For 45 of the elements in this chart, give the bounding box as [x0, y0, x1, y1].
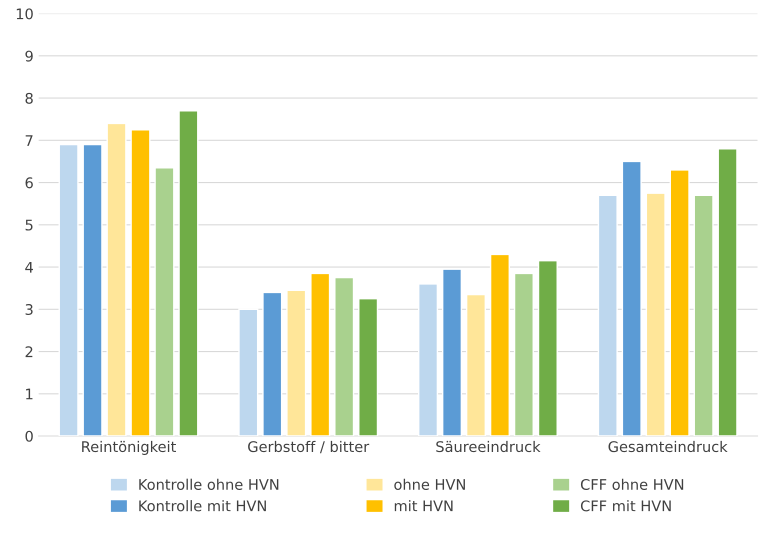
- y-tick-label: 10: [16, 8, 33, 20]
- y-tick-label: 4: [25, 262, 33, 273]
- bar: [598, 194, 618, 436]
- bar: [490, 254, 510, 436]
- y-tick-label: 6: [26, 177, 33, 188]
- y-tick-label: 7: [26, 135, 33, 146]
- bar: [466, 294, 486, 436]
- bar: [334, 276, 354, 436]
- bar: [670, 169, 690, 436]
- y-tick-label: 0: [25, 430, 33, 442]
- legend-label: Kontrolle ohne HVN: [139, 478, 278, 490]
- bar: [646, 192, 666, 436]
- x-tick-label: Gerbstoff / bitter: [248, 440, 370, 454]
- bar: [622, 160, 642, 436]
- x-tick-label: Gesamteindruck: [608, 440, 728, 452]
- y-tick-label: 3: [26, 304, 33, 316]
- y-tick-label: 9: [25, 50, 33, 62]
- bar: [154, 167, 174, 436]
- bar: [442, 268, 462, 436]
- legend-label: ohne HVN: [394, 478, 465, 490]
- bar: [418, 283, 438, 436]
- legend-label: Kontrolle mit HVN: [139, 500, 266, 512]
- bar: [694, 194, 714, 436]
- legend-label: mit HVN: [394, 500, 453, 512]
- bar: [718, 148, 738, 436]
- bar: [538, 260, 558, 436]
- legend-label: CFF mit HVN: [580, 500, 671, 512]
- y-tick-label: 1: [26, 388, 32, 400]
- x-tick-label: Reintönigkeit: [82, 440, 176, 455]
- bar: [310, 272, 330, 436]
- legend-label: CFF ohne HVN: [580, 478, 684, 490]
- bar: [358, 298, 378, 436]
- bar: [238, 308, 258, 436]
- y-tick-label: 8: [26, 92, 33, 104]
- y-tick-label: 5: [26, 220, 33, 231]
- y-tick-label: 2: [26, 346, 32, 358]
- x-tick-label: Säureeindruck: [436, 440, 541, 452]
- bar: [106, 122, 127, 436]
- bar: [130, 129, 151, 436]
- bar: [262, 292, 282, 436]
- bar: [82, 144, 103, 436]
- bar: [286, 290, 306, 436]
- bar: [514, 272, 534, 436]
- bar: [58, 144, 79, 436]
- bar: [178, 110, 198, 436]
